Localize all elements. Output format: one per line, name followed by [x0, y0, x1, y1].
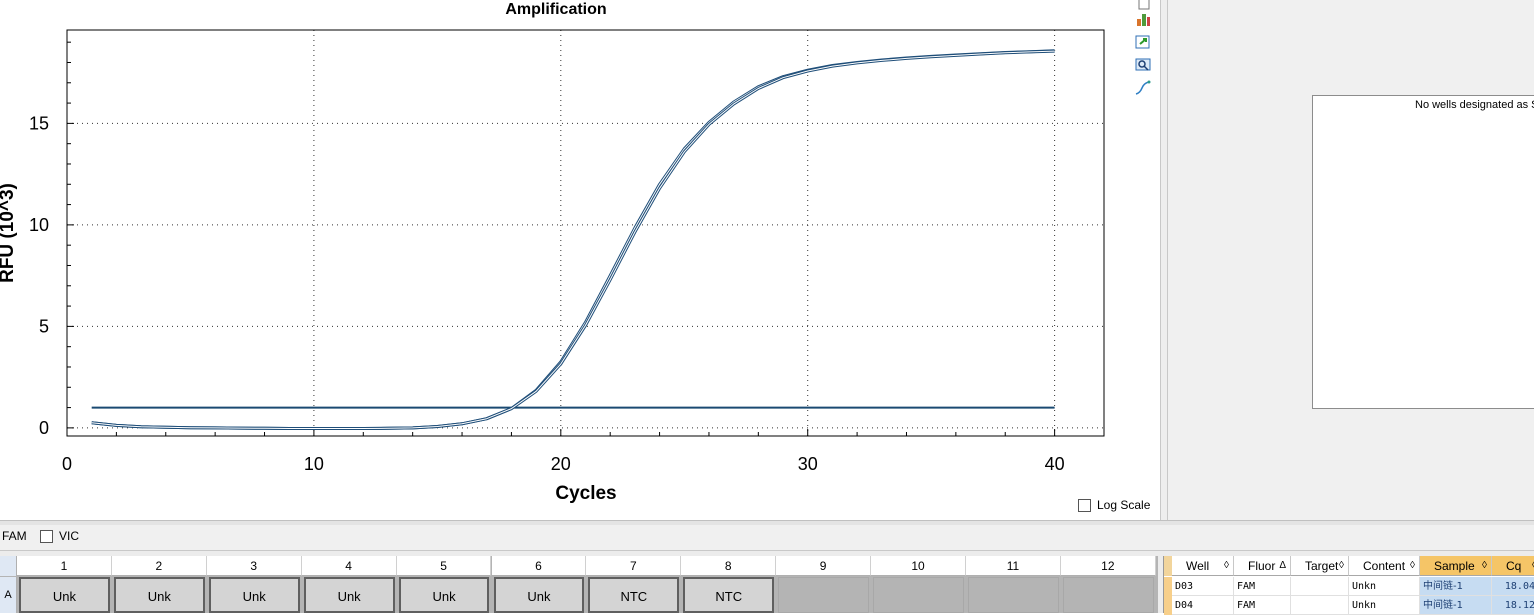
plate-column-header[interactable]: 3	[206, 556, 302, 576]
plate-well[interactable]: Unk	[113, 577, 205, 613]
x-tick-label: 0	[62, 454, 72, 474]
table-header-content[interactable]: Content ◊	[1349, 556, 1420, 576]
table-header-well[interactable]: Well ◊	[1172, 556, 1234, 576]
table-cell-target[interactable]	[1291, 577, 1349, 596]
y-tick-label: 15	[29, 113, 49, 133]
plate-well[interactable]: Unk	[19, 577, 110, 613]
plot-frame	[66, 29, 1105, 437]
plate-well[interactable]	[968, 577, 1059, 613]
vertical-splitter[interactable]	[1160, 0, 1168, 522]
y-tick-label: 5	[39, 316, 49, 336]
plate-column-header[interactable]: 1	[17, 556, 112, 576]
fam-option[interactable]: FAM	[2, 529, 27, 543]
log-scale-toggle[interactable]: Log Scale	[1078, 498, 1150, 512]
plate-column-header[interactable]: 7	[586, 556, 682, 576]
table-cell-target[interactable]	[1291, 596, 1349, 615]
amplification-curve-1	[91, 49, 1055, 430]
standard-curve-message: No wells designated as S	[1415, 99, 1534, 111]
table-cell-content[interactable]: Unkn	[1349, 577, 1420, 596]
table-header-fluor[interactable]: Fluor Δ	[1234, 556, 1291, 576]
chart-toolbar	[1130, 0, 1158, 110]
x-tick-label: 30	[798, 454, 818, 474]
sort-icon: ◊	[1410, 560, 1415, 571]
x-tick-label: 40	[1045, 454, 1065, 474]
well-table: Well◊FluorΔTarget◊Content◊Sample◊Cq◊D03F…	[1163, 556, 1534, 615]
table-header-sample[interactable]: Sample ◊	[1420, 556, 1492, 576]
standard-curve-box: No wells designated as S	[1312, 95, 1534, 409]
row-marker[interactable]	[1164, 577, 1172, 596]
vic-label: VIC	[59, 529, 80, 543]
fam-label: FAM	[2, 529, 27, 543]
table-cell-cq[interactable]: 18.04	[1492, 577, 1534, 596]
log-scale-label: Log Scale	[1097, 498, 1151, 512]
plate-column-header[interactable]: 11	[966, 556, 1061, 576]
amplification-curve-core-2	[91, 50, 1055, 429]
curve-icon[interactable]	[1134, 79, 1152, 97]
y-tick-label: 10	[29, 215, 49, 235]
table-cell-well[interactable]: D04	[1172, 596, 1234, 615]
table-cell-cq[interactable]: 18.12	[1492, 596, 1534, 615]
table-header-label: Sample	[1434, 559, 1475, 573]
plate-column-header[interactable]: 6	[491, 556, 587, 576]
table-header-cq[interactable]: Cq ◊	[1492, 556, 1534, 576]
table-cell-content[interactable]: Unkn	[1349, 596, 1420, 615]
sort-icon: ◊	[1224, 560, 1229, 571]
plate-well[interactable]: NTC	[588, 577, 680, 613]
table-cell-fluor[interactable]: FAM	[1234, 596, 1291, 615]
table-header-label: Content	[1363, 559, 1406, 573]
log-scale-checkbox[interactable]	[1078, 498, 1091, 512]
table-header-label: Well	[1186, 559, 1210, 573]
plate-well[interactable]: Unk	[398, 577, 490, 613]
plate-well[interactable]	[873, 577, 964, 613]
plate-well[interactable]: NTC	[683, 577, 775, 613]
y-axis-label: RFU (10^3)	[0, 183, 18, 283]
amplification-plot: 0 10 20 30 40 0 5 10 15 Amplification Cycles RFU (1…	[0, 1, 1105, 504]
table-header-label: Target	[1305, 559, 1339, 573]
plate-well[interactable]	[778, 577, 870, 613]
bar-chart-icon[interactable]	[1134, 10, 1152, 28]
plate-column-header[interactable]: 9	[776, 556, 872, 576]
table-cell-sample[interactable]: 中间链-1	[1420, 577, 1492, 596]
sort-icon: ◊	[1482, 560, 1487, 571]
chart-title: Amplification	[505, 1, 606, 18]
x-tick-label: 20	[551, 454, 571, 474]
copy-icon[interactable]	[1134, 0, 1152, 12]
x-axis-label: Cycles	[555, 483, 616, 504]
table-cell-well[interactable]: D03	[1172, 577, 1234, 596]
plate-column-header[interactable]: 4	[301, 556, 397, 576]
vic-checkbox[interactable]	[40, 529, 53, 543]
plate-well[interactable]: Unk	[208, 577, 300, 613]
amplification-chart: 0 10 20 30 40 0 5 10 15 Amplification Cycles RFU (1…	[0, 1, 1105, 504]
plate-column-header[interactable]: 8	[681, 556, 777, 576]
sort-icon: Δ	[1279, 560, 1286, 571]
plate-well[interactable]: Unk	[493, 577, 585, 613]
sort-icon: ◊	[1532, 556, 1534, 576]
x-tick-label: 10	[304, 454, 324, 474]
amplification-curve-2	[91, 49, 1055, 430]
plate-column-header[interactable]: 2	[111, 556, 207, 576]
table-header-target[interactable]: Target ◊	[1291, 556, 1349, 576]
table-header-label: Cq	[1506, 559, 1522, 573]
fluorophore-selector: FAM VIC	[0, 525, 1534, 550]
plate-column-header[interactable]: 12	[1060, 556, 1156, 576]
plate-well[interactable]: Unk	[303, 577, 395, 613]
vic-option[interactable]: VIC	[40, 529, 79, 543]
plate-view: A 1 Unk 2 Unk 3 Unk 4 Unk 5 Unk 6 Unk 7 NTC 8 NTC 9 10 11 1…	[0, 556, 1158, 613]
zoom-icon[interactable]	[1134, 56, 1152, 74]
plate-row-header[interactable]: A	[0, 577, 17, 613]
plate-column-header[interactable]: 10	[871, 556, 966, 576]
plate-column-header[interactable]: 5	[396, 556, 492, 576]
plate-corner[interactable]	[0, 556, 17, 576]
sort-icon: ◊	[1339, 560, 1344, 571]
plate-well[interactable]	[1062, 577, 1154, 613]
table-corner	[1164, 556, 1172, 576]
table-header-label: Fluor	[1248, 559, 1276, 573]
table-cell-fluor[interactable]: FAM	[1234, 577, 1291, 596]
y-tick-label: 0	[39, 418, 49, 438]
export-icon[interactable]	[1134, 33, 1152, 51]
row-marker[interactable]	[1164, 596, 1172, 615]
table-cell-sample[interactable]: 中间链-1	[1420, 596, 1492, 615]
amplification-curve-core-1	[91, 50, 1055, 429]
